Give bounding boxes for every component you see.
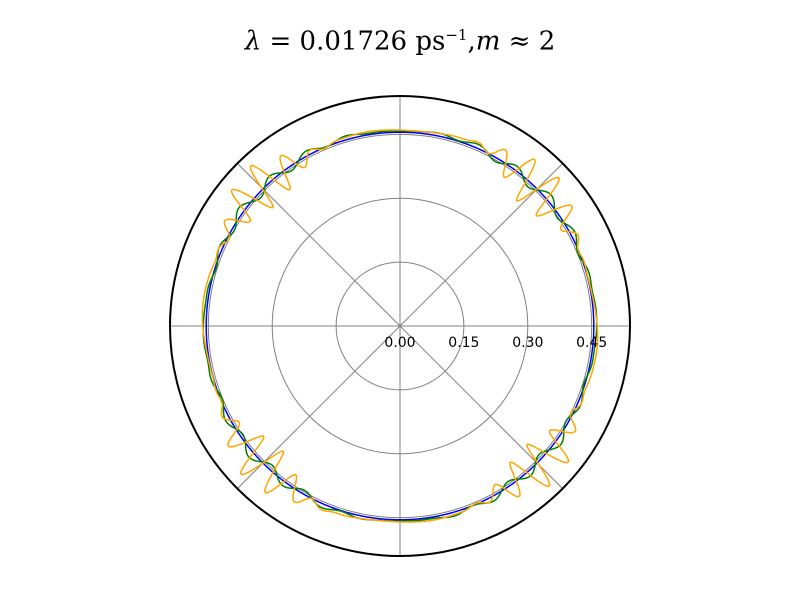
series-line-0 [205, 131, 595, 521]
title-separator: , [467, 26, 476, 57]
r-tick-label-3: 0.45 [576, 335, 607, 351]
title-lambda-value: 0.01726 [299, 26, 408, 57]
title-unit-exponent: −1 [445, 26, 468, 44]
chart-title: λ = 0.01726 ps−1,m ≈ 2 [0, 26, 800, 57]
title-approx: ≈ [508, 26, 531, 57]
radial-tick-labels: 0.00 0.15 0.30 0.45 [384, 335, 607, 351]
polar-grid [170, 96, 630, 556]
series-line-2 [201, 129, 599, 523]
series-group [201, 129, 599, 523]
r-tick-label-2: 0.30 [512, 335, 543, 351]
r-tick-label-0: 0.00 [384, 335, 415, 351]
r-tick-label-1: 0.15 [448, 335, 479, 351]
title-equals: = [269, 26, 292, 57]
title-m: m [475, 26, 501, 57]
title-lambda: λ [244, 26, 262, 57]
title-m-value: 2 [538, 26, 556, 57]
polar-frame [169, 95, 631, 557]
title-unit: ps [415, 26, 446, 57]
